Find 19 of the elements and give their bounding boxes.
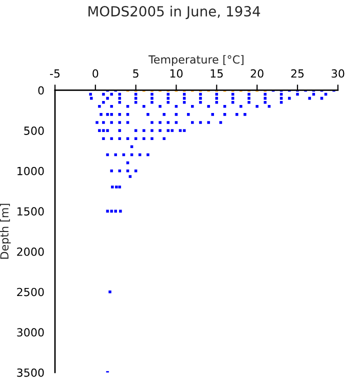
y-tick-label: 3000: [17, 328, 44, 337]
y-tick-label: 2500: [17, 288, 44, 296]
y-tick-label: 1000: [18, 166, 44, 176]
x-tick-label: 25: [291, 69, 304, 78]
y-tick-label: 500: [24, 126, 44, 135]
x-tick-label: 5: [133, 69, 138, 78]
x-tick-label: 15: [210, 69, 223, 78]
y-tick-label: 3500: [17, 368, 44, 377]
x-tick-label: -5: [50, 69, 60, 78]
x-tick-label: 30: [332, 69, 344, 78]
y-tick-label: 2000: [17, 247, 44, 256]
y-tick-label: 0: [38, 86, 44, 95]
x-tick-label: 10: [170, 69, 183, 78]
x-tick-label: 20: [250, 69, 264, 78]
y-axis-title: Depth [m]: [0, 204, 11, 259]
x-tick-label: 0: [92, 69, 98, 78]
y-tick-label: 1500: [18, 207, 44, 216]
chart-title: MODS2005 in June, 1934: [88, 6, 260, 20]
x-axis-title: Temperature [°C]: [148, 55, 244, 66]
